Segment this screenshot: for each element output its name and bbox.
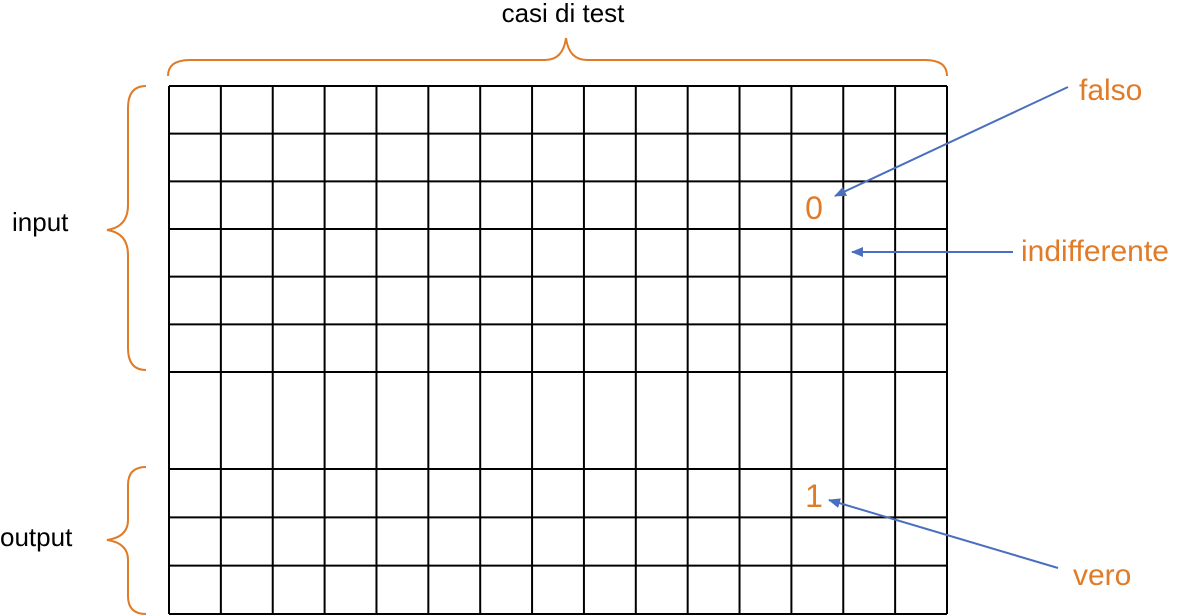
top-brace [167, 37, 948, 77]
legend-indifferente: indifferente [1021, 235, 1169, 268]
arrow-vero [828, 498, 1059, 569]
arrow-falso [834, 86, 1069, 197]
cell-value-one: 1 [805, 478, 823, 514]
legend-vero: vero [1073, 559, 1131, 592]
output-brace [106, 466, 147, 615]
input-brace [106, 85, 147, 371]
cell-value-zero: 0 [805, 190, 823, 226]
title-label: casi di test [502, 0, 626, 28]
test-case-grid [168, 85, 948, 615]
input-label: input [12, 207, 69, 237]
output-label: output [0, 522, 73, 552]
legend-falso: falso [1079, 74, 1142, 107]
